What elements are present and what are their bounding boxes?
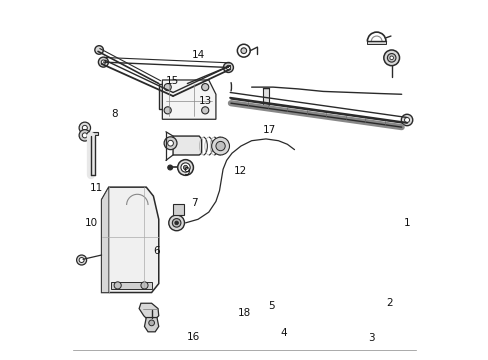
Circle shape <box>148 320 154 326</box>
Circle shape <box>172 219 181 227</box>
Polygon shape <box>102 187 159 293</box>
Text: 15: 15 <box>165 76 179 86</box>
Circle shape <box>95 46 103 54</box>
Text: 18: 18 <box>237 308 251 318</box>
Circle shape <box>175 221 178 225</box>
Circle shape <box>167 140 173 146</box>
Text: 11: 11 <box>89 183 102 193</box>
Text: 16: 16 <box>187 332 200 342</box>
Circle shape <box>401 114 412 126</box>
Polygon shape <box>173 136 201 155</box>
Circle shape <box>241 48 246 54</box>
Polygon shape <box>102 187 108 293</box>
Circle shape <box>404 117 408 122</box>
Circle shape <box>386 54 395 62</box>
Text: 17: 17 <box>263 125 276 135</box>
Polygon shape <box>162 80 216 119</box>
Bar <box>87 132 98 135</box>
Polygon shape <box>139 303 159 320</box>
Text: 8: 8 <box>111 109 117 119</box>
Circle shape <box>201 107 208 114</box>
Circle shape <box>101 60 105 64</box>
Circle shape <box>79 122 90 134</box>
Polygon shape <box>159 84 187 109</box>
Polygon shape <box>144 318 159 332</box>
Text: 10: 10 <box>85 218 98 228</box>
Circle shape <box>77 255 86 265</box>
Text: 13: 13 <box>198 96 211 107</box>
Text: 3: 3 <box>367 333 374 343</box>
Circle shape <box>201 84 208 91</box>
Circle shape <box>181 163 190 172</box>
Circle shape <box>216 141 225 151</box>
Circle shape <box>168 215 184 231</box>
Circle shape <box>389 56 393 60</box>
Circle shape <box>98 57 108 67</box>
Circle shape <box>167 165 172 170</box>
Bar <box>263 89 268 108</box>
Circle shape <box>79 130 90 141</box>
Circle shape <box>226 65 230 69</box>
Circle shape <box>79 257 84 262</box>
Circle shape <box>164 107 171 114</box>
Circle shape <box>183 102 195 115</box>
Circle shape <box>114 282 121 289</box>
Circle shape <box>171 94 175 98</box>
Circle shape <box>164 84 171 91</box>
Text: 9: 9 <box>183 167 189 177</box>
Circle shape <box>82 133 87 138</box>
Circle shape <box>177 159 193 175</box>
Circle shape <box>383 50 399 66</box>
Circle shape <box>186 106 192 111</box>
Text: 5: 5 <box>268 301 274 311</box>
Text: 2: 2 <box>385 298 392 308</box>
Text: 4: 4 <box>280 328 286 338</box>
Circle shape <box>183 165 187 170</box>
Polygon shape <box>173 204 183 215</box>
Circle shape <box>164 87 182 105</box>
Circle shape <box>211 137 229 155</box>
Text: 1: 1 <box>403 218 409 228</box>
Text: 7: 7 <box>191 198 198 208</box>
Text: 6: 6 <box>153 247 160 256</box>
Circle shape <box>141 282 148 289</box>
Circle shape <box>223 63 233 72</box>
Circle shape <box>164 137 177 150</box>
Circle shape <box>168 92 177 100</box>
Polygon shape <box>110 282 151 289</box>
Polygon shape <box>366 41 385 44</box>
Text: 14: 14 <box>191 50 204 60</box>
Circle shape <box>82 125 87 130</box>
Text: 12: 12 <box>234 166 247 176</box>
